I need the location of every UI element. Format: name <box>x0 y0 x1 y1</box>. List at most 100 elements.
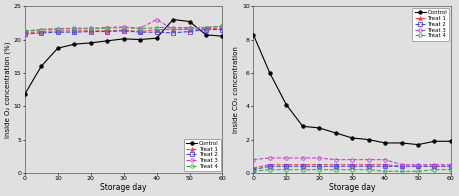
Treat 4 <box>104 27 110 29</box>
Treat 4 <box>55 28 61 30</box>
Treat 4 <box>251 170 256 172</box>
Treat 2 <box>72 31 77 33</box>
Treat 2 <box>284 165 289 167</box>
Control <box>154 37 159 39</box>
Line: Treat 3: Treat 3 <box>252 156 453 166</box>
Control <box>187 20 192 23</box>
Treat 3 <box>399 163 404 166</box>
Treat 2 <box>267 165 273 167</box>
Treat 3 <box>349 158 355 161</box>
Control <box>432 140 437 142</box>
Treat 2 <box>55 31 61 33</box>
Treat 2 <box>448 165 453 167</box>
Treat 2 <box>220 28 225 31</box>
Line: Treat 1: Treat 1 <box>23 26 224 34</box>
Treat 3 <box>333 158 338 161</box>
Treat 2 <box>333 165 338 167</box>
Treat 2 <box>203 28 209 31</box>
Treat 1 <box>121 29 126 31</box>
Line: Treat 2: Treat 2 <box>23 28 224 36</box>
Treat 3 <box>137 27 143 29</box>
Treat 4 <box>121 26 126 29</box>
Control <box>333 132 338 134</box>
Treat 2 <box>121 30 126 32</box>
Treat 2 <box>382 165 388 167</box>
Treat 3 <box>22 30 28 33</box>
Treat 4 <box>203 26 209 29</box>
Control <box>220 35 225 37</box>
Treat 1 <box>154 28 159 31</box>
Treat 2 <box>88 30 94 33</box>
X-axis label: Storage day: Storage day <box>329 183 375 192</box>
Treat 4 <box>187 26 192 29</box>
Control <box>22 93 28 95</box>
Treat 3 <box>220 25 225 27</box>
Treat 3 <box>284 157 289 159</box>
Treat 4 <box>349 168 355 171</box>
Treat 1 <box>382 163 388 166</box>
Treat 4 <box>432 168 437 171</box>
Treat 4 <box>39 28 44 31</box>
Treat 2 <box>187 30 192 33</box>
Treat 3 <box>55 28 61 30</box>
Treat 2 <box>316 165 322 167</box>
Line: Treat 2: Treat 2 <box>252 165 453 171</box>
Treat 4 <box>220 25 225 27</box>
Control <box>349 137 355 139</box>
X-axis label: Storage day: Storage day <box>101 183 147 192</box>
Treat 4 <box>22 30 28 32</box>
Control <box>203 34 209 36</box>
Treat 1 <box>88 30 94 32</box>
Treat 1 <box>22 32 28 34</box>
Treat 3 <box>448 163 453 166</box>
Treat 3 <box>121 26 126 28</box>
Treat 3 <box>251 158 256 161</box>
Treat 3 <box>154 18 159 21</box>
Treat 1 <box>333 163 338 166</box>
Treat 2 <box>22 33 28 35</box>
Treat 1 <box>72 30 77 32</box>
Treat 3 <box>104 26 110 29</box>
Treat 1 <box>39 30 44 33</box>
Control <box>382 142 388 144</box>
Control <box>300 125 305 127</box>
Control <box>399 142 404 144</box>
Treat 3 <box>366 158 371 161</box>
Treat 1 <box>203 28 209 30</box>
Treat 1 <box>349 163 355 166</box>
Legend: Control, Treat 1, Treat 2, Treat 3, Treat 4: Control, Treat 1, Treat 2, Treat 3, Trea… <box>412 8 449 41</box>
Control <box>121 38 126 40</box>
Line: Control: Control <box>252 33 453 146</box>
Treat 4 <box>137 28 143 30</box>
Treat 3 <box>72 27 77 29</box>
Treat 4 <box>415 170 421 172</box>
Treat 3 <box>432 163 437 166</box>
Treat 1 <box>220 27 225 29</box>
Control <box>316 127 322 129</box>
Line: Treat 1: Treat 1 <box>252 163 453 170</box>
Treat 4 <box>88 28 94 30</box>
Control <box>55 47 61 49</box>
Treat 2 <box>415 165 421 167</box>
Treat 4 <box>382 170 388 172</box>
Treat 2 <box>154 31 159 33</box>
Treat 1 <box>366 163 371 166</box>
Treat 2 <box>39 32 44 34</box>
Treat 4 <box>300 168 305 171</box>
Control <box>448 140 453 142</box>
Treat 3 <box>316 157 322 159</box>
Treat 4 <box>170 26 176 29</box>
Treat 2 <box>104 30 110 33</box>
Treat 2 <box>399 165 404 167</box>
Y-axis label: Inside O₂ concentration (%): Inside O₂ concentration (%) <box>4 41 11 138</box>
Treat 4 <box>316 168 322 171</box>
Treat 1 <box>415 165 421 167</box>
Treat 3 <box>203 26 209 29</box>
Treat 3 <box>187 27 192 29</box>
Treat 3 <box>170 28 176 31</box>
Treat 1 <box>448 165 453 167</box>
Line: Treat 4: Treat 4 <box>23 24 224 33</box>
Treat 1 <box>316 163 322 166</box>
Control <box>104 40 110 42</box>
Treat 1 <box>104 30 110 32</box>
